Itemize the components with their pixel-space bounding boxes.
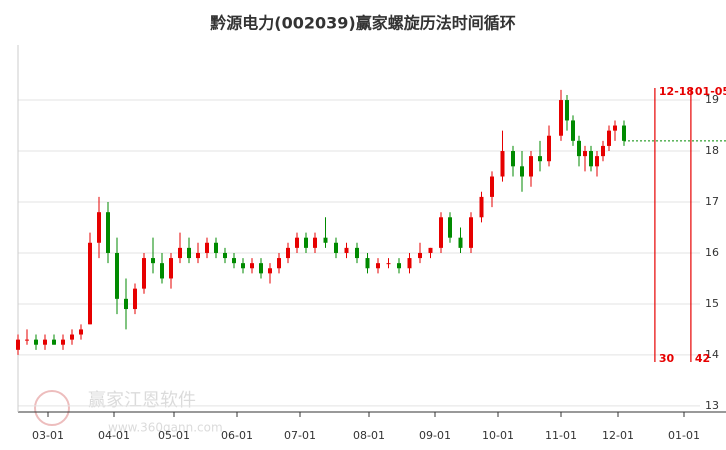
candle-body <box>565 100 569 121</box>
candle-body <box>418 252 422 259</box>
chart-title: 黔源电力(002039)赢家螺旋历法时间循环 <box>210 14 515 33</box>
candle-body <box>88 242 92 325</box>
cycle-days: 42 <box>695 352 710 365</box>
candle-body <box>286 247 290 259</box>
candle-body <box>34 339 38 345</box>
x-tick-label: 11-01 <box>545 429 577 442</box>
candle-body <box>386 263 391 265</box>
candle-body <box>559 100 563 136</box>
candle-body <box>61 339 65 345</box>
candle-body <box>490 176 494 197</box>
y-tick-label: 19 <box>705 93 719 106</box>
x-tick-label: 07-01 <box>284 429 316 442</box>
watermark-brand: 赢家江恩软件 <box>88 389 196 411</box>
candle-body <box>187 247 191 259</box>
candle-body <box>124 298 128 310</box>
x-tick-label: 04-01 <box>98 429 130 442</box>
candle-body <box>106 212 110 253</box>
cycle-date: 12-18 <box>659 85 694 98</box>
candle-body <box>571 120 575 141</box>
candle-body <box>376 263 380 269</box>
candle-body <box>232 258 236 264</box>
candle-body <box>469 217 473 248</box>
candle-body <box>196 252 200 259</box>
candle-body <box>589 151 593 167</box>
y-tick-label: 14 <box>705 348 719 361</box>
x-tick-label: 06-01 <box>221 429 253 442</box>
candle-body <box>448 217 452 238</box>
candle-body <box>583 151 587 157</box>
y-tick-label: 17 <box>705 195 719 208</box>
candle-body <box>355 247 359 259</box>
candle-body <box>250 263 254 269</box>
watermark-logo <box>34 390 70 426</box>
candle-body <box>151 258 155 264</box>
candle-body <box>178 247 182 259</box>
candle-body <box>25 339 29 341</box>
candle-body <box>607 130 611 146</box>
candle-body <box>16 339 20 350</box>
candle-body <box>479 196 484 218</box>
y-tick-label: 15 <box>705 297 719 310</box>
candle-body <box>365 258 370 269</box>
candle-body <box>407 258 412 269</box>
watermark-url: www.360gann.com <box>108 421 223 435</box>
candle-body <box>439 217 443 248</box>
candle-body <box>313 237 317 248</box>
y-tick-label: 16 <box>705 246 719 259</box>
candle-body <box>511 151 515 167</box>
candle-body <box>43 339 47 345</box>
candle-body <box>241 263 245 269</box>
candle-body <box>115 252 119 299</box>
x-tick-label: 08-01 <box>353 429 385 442</box>
candle-body <box>547 135 551 162</box>
candle-body <box>160 263 164 279</box>
y-tick-label: 18 <box>705 144 719 157</box>
candle-body <box>538 156 542 162</box>
candle-body <box>601 145 605 157</box>
x-tick-label: 05-01 <box>158 429 190 442</box>
x-tick-label: 03-01 <box>32 429 64 442</box>
candle-body <box>142 258 146 289</box>
candle-body <box>622 125 626 141</box>
candle-body <box>79 329 83 335</box>
candle-body <box>268 268 272 274</box>
candle-body <box>428 247 433 253</box>
candle-body <box>500 151 505 177</box>
cycle-days: 30 <box>659 352 675 365</box>
candle-body <box>259 263 263 274</box>
candle-body <box>458 237 463 248</box>
candle-body <box>529 156 533 177</box>
candle-body <box>52 339 56 345</box>
candle-body <box>334 242 338 253</box>
candle-body <box>304 237 308 248</box>
candle-body <box>520 166 524 177</box>
candle-body <box>595 156 599 167</box>
x-tick-label: 01-01 <box>668 429 700 442</box>
candle-body <box>277 258 281 269</box>
candle-body <box>613 125 617 131</box>
candle-body <box>295 237 299 248</box>
y-tick-label: 13 <box>705 399 719 412</box>
cycle-date: 01-05 <box>695 85 726 98</box>
candle-body <box>223 252 227 259</box>
candle-body <box>577 140 581 157</box>
x-tick-label: 10-01 <box>482 429 514 442</box>
candle-body <box>205 242 209 253</box>
candle-body <box>97 212 101 243</box>
x-tick-label: 12-01 <box>602 429 634 442</box>
candle-body <box>70 334 74 340</box>
candle-body <box>344 247 349 253</box>
candle-body <box>214 242 218 253</box>
candle-body <box>397 263 401 269</box>
candle-body <box>133 288 137 310</box>
candle-body <box>169 258 173 279</box>
x-tick-label: 09-01 <box>419 429 451 442</box>
candle-body <box>323 237 328 243</box>
